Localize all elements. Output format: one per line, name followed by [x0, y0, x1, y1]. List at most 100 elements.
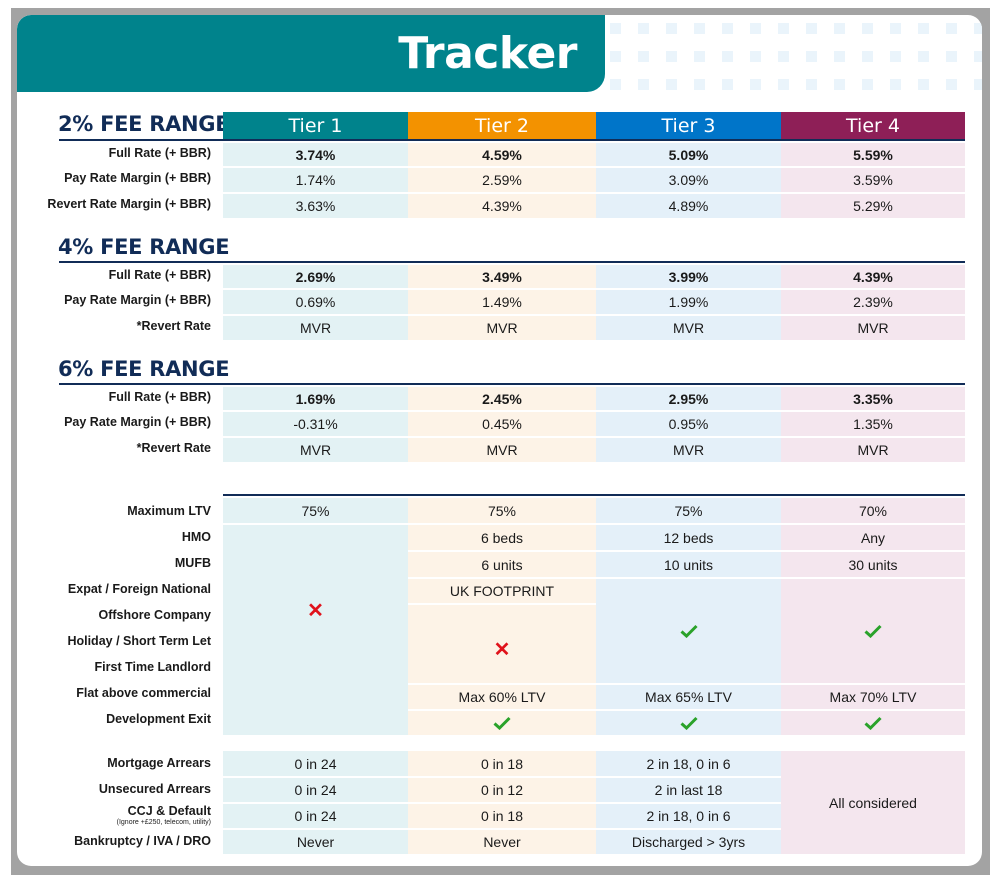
rate-cell: 1.99%: [596, 288, 781, 314]
check-icon: [864, 716, 882, 730]
criteria-label: First Time Landlord: [94, 660, 211, 675]
decorative-dot: [862, 79, 873, 90]
decorative-dot: [694, 51, 705, 62]
criteria-label: MUFB: [174, 556, 211, 571]
row-label: Full Rate (+ BBR): [108, 389, 211, 404]
decorative-dot: [610, 79, 621, 90]
decorative-dot: [722, 79, 733, 90]
decorative-dot-grid: [610, 23, 982, 103]
decorative-dot: [694, 23, 705, 34]
hmo-cell: Any: [781, 523, 965, 550]
decorative-dot: [946, 23, 957, 34]
flat-commercial-cell: Max 60% LTV: [408, 683, 596, 709]
rate-cell: 1.69%: [223, 385, 408, 410]
rate-cell: MVR: [781, 314, 965, 340]
tier3-grouped-cell: [596, 577, 781, 683]
dev-exit-cell: [781, 709, 965, 735]
criteria-label: HMO: [181, 530, 211, 545]
decorative-dot: [722, 51, 733, 62]
rate-cell: 3.35%: [781, 385, 965, 410]
decorative-dot: [834, 23, 845, 34]
tracker-card: Tracker 2% FEE RANGE Tier 1 Tier 2 Tier …: [17, 15, 982, 866]
decorative-dot: [862, 51, 873, 62]
rate-cell: 3.49%: [408, 263, 596, 288]
ltv-cell: 75%: [596, 496, 781, 523]
section-title-4pct: 4% FEE RANGE: [58, 235, 230, 259]
rate-cell: 4.89%: [596, 192, 781, 218]
row-label: Pay Rate Margin (+ BBR): [64, 415, 211, 430]
rate-cell: 5.09%: [596, 141, 781, 166]
credit-cell: 0 in 12: [408, 776, 596, 802]
credit-cell: 2 in last 18: [596, 776, 781, 802]
credit-cell: 2 in 18, 0 in 6: [596, 749, 781, 776]
credit-cell: 0 in 18: [408, 802, 596, 828]
tier-3-header: Tier 3: [596, 112, 781, 139]
rate-cell: 3.99%: [596, 263, 781, 288]
decorative-dot: [918, 51, 929, 62]
flat-commercial-cell: Max 65% LTV: [596, 683, 781, 709]
row-label: *Revert Rate: [136, 319, 211, 334]
rate-cell: 2.95%: [596, 385, 781, 410]
criteria-label: Holiday / Short Term Let: [67, 634, 211, 649]
rate-cell: 1.74%: [223, 166, 408, 192]
expat-cell: UK FOOTPRINT: [408, 577, 596, 603]
rate-cell: 2.45%: [408, 385, 596, 410]
decorative-dot: [806, 79, 817, 90]
section-divider: [59, 139, 965, 141]
criteria-label: Development Exit: [106, 712, 211, 727]
rate-cell: -0.31%: [223, 410, 408, 436]
check-icon: [679, 624, 698, 638]
rate-cell: 4.39%: [781, 263, 965, 288]
credit-label-note: (Ignore +£250, telecom, utility): [116, 818, 211, 826]
decorative-dot: [946, 79, 957, 90]
rate-cell: 2.59%: [408, 166, 596, 192]
rate-cell: MVR: [223, 314, 408, 340]
rate-cell: MVR: [596, 314, 781, 340]
credit-cell: Discharged > 3yrs: [596, 828, 781, 854]
decorative-dot: [750, 51, 761, 62]
decorative-dot: [890, 23, 901, 34]
rate-cell: 3.74%: [223, 141, 408, 166]
ltv-cell: 70%: [781, 496, 965, 523]
dev-exit-cell: [596, 709, 781, 735]
rate-cell: 5.59%: [781, 141, 965, 166]
decorative-dot: [834, 51, 845, 62]
credit-label: Bankruptcy / IVA / DRO: [74, 833, 211, 848]
hmo-cell: 12 beds: [596, 523, 781, 550]
decorative-dot: [694, 79, 705, 90]
decorative-dot: [890, 51, 901, 62]
check-icon: [679, 716, 698, 730]
tier1-criteria-merged: ✕: [223, 523, 408, 735]
criteria-label: Offshore Company: [98, 608, 211, 623]
decorative-dot: [862, 23, 873, 34]
rate-cell: 2.39%: [781, 288, 965, 314]
row-label: Pay Rate Margin (+ BBR): [64, 171, 211, 186]
tier-2-header: Tier 2: [408, 112, 596, 139]
decorative-dot: [890, 79, 901, 90]
title-banner: Tracker: [17, 15, 605, 92]
check-icon: [864, 624, 882, 638]
rate-cell: 0.69%: [223, 288, 408, 314]
decorative-dot: [778, 23, 789, 34]
tier4-grouped-cell: [781, 577, 965, 683]
flat-commercial-cell: Max 70% LTV: [781, 683, 965, 709]
rate-cell: MVR: [596, 436, 781, 462]
decorative-dot: [638, 23, 649, 34]
rate-cell: MVR: [408, 314, 596, 340]
decorative-dot: [666, 79, 677, 90]
decorative-dot: [974, 23, 982, 34]
decorative-dot: [778, 79, 789, 90]
decorative-dot: [638, 51, 649, 62]
criteria-label: Maximum LTV: [127, 504, 211, 519]
credit-label: Mortgage Arrears: [107, 756, 211, 771]
rate-cell: 3.63%: [223, 192, 408, 218]
decorative-dot: [750, 79, 761, 90]
criteria-label: Expat / Foreign National: [67, 582, 211, 597]
rate-cell: 4.39%: [408, 192, 596, 218]
section-divider: [59, 261, 965, 263]
ltv-cell: 75%: [408, 496, 596, 523]
decorative-dot: [974, 51, 982, 62]
rate-cell: 2.69%: [223, 263, 408, 288]
tier-1-header: Tier 1: [223, 112, 408, 139]
decorative-dot: [666, 23, 677, 34]
